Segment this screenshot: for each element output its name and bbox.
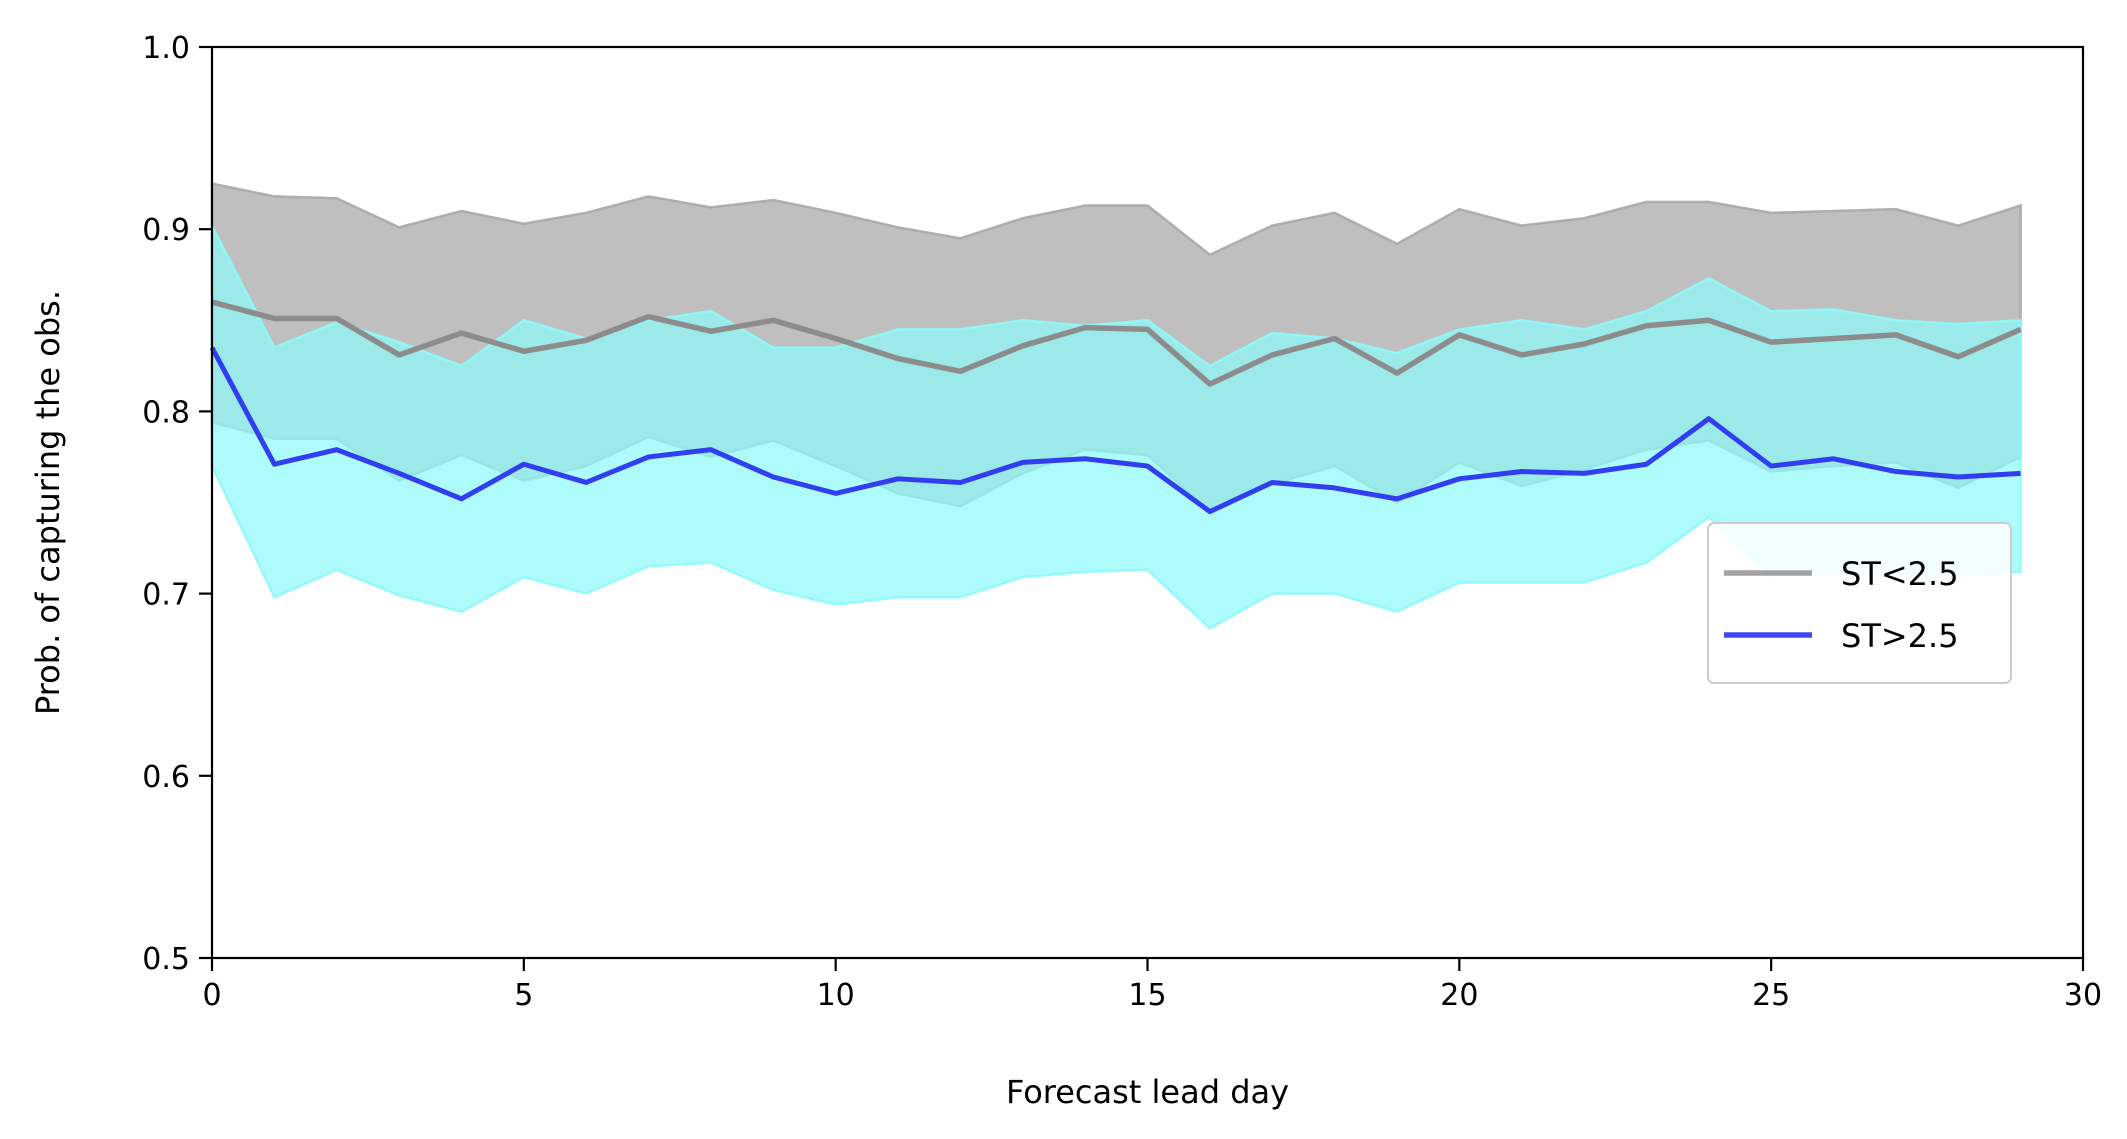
y-tick-label: 1.0 xyxy=(142,31,190,66)
series-lines xyxy=(209,299,2022,515)
x-tick-label: 0 xyxy=(202,978,221,1013)
x-axis: 0 5 10 15 20 25 30 xyxy=(202,958,2102,1013)
y-tick-label: 0.8 xyxy=(142,395,190,430)
x-axis-label: Forecast lead day xyxy=(1006,1073,1289,1111)
y-tick-label: 0.7 xyxy=(142,578,190,613)
legend: ST<2.5 ST>2.5 xyxy=(1707,522,2012,684)
legend-box xyxy=(1707,522,2012,684)
confidence-bands xyxy=(210,182,2022,630)
y-tick-label: 0.9 xyxy=(142,213,190,248)
band-1 xyxy=(210,224,2022,630)
y-axis-label: Prob. of capturing the obs. xyxy=(29,290,67,715)
y-tick-label: 0.6 xyxy=(142,760,190,795)
x-tick-label: 5 xyxy=(514,978,533,1013)
x-tick-label: 10 xyxy=(817,978,855,1013)
legend-label: ST<2.5 xyxy=(1841,555,1959,593)
x-tick-label: 30 xyxy=(2064,978,2102,1013)
x-tick-label: 20 xyxy=(1440,978,1478,1013)
x-tick-label: 15 xyxy=(1128,978,1166,1013)
y-tick-label: 0.5 xyxy=(142,942,190,977)
y-axis: 0.5 0.6 0.7 0.8 0.9 1.0 xyxy=(142,31,212,977)
series-line-0 xyxy=(211,299,2022,387)
legend-label: ST>2.5 xyxy=(1841,617,1959,655)
x-tick-label: 25 xyxy=(1752,978,1790,1013)
series-line-1 xyxy=(209,346,2021,515)
